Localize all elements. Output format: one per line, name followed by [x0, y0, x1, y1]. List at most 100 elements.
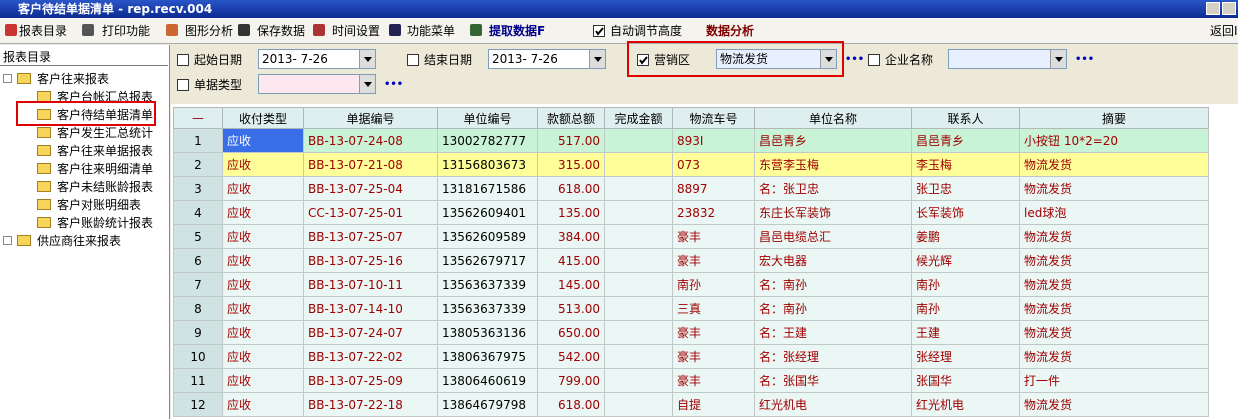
table-cell[interactable]: BB-13-07-14-10 — [303, 296, 438, 321]
table-cell[interactable]: 517.00 — [537, 128, 605, 153]
column-header[interactable]: 摘要 — [1019, 107, 1209, 129]
table-cell[interactable]: 物流发货 — [1019, 152, 1209, 177]
table-cell[interactable]: 4 — [173, 200, 223, 225]
table-cell[interactable]: 618.00 — [537, 392, 605, 417]
table-cell[interactable]: CC-13-07-25-01 — [303, 200, 438, 225]
checkbox[interactable] — [407, 54, 419, 66]
table-cell[interactable]: 145.00 — [537, 272, 605, 297]
tree-node[interactable]: 客户台帐汇总报表 — [57, 90, 154, 104]
dropdown-button[interactable] — [820, 50, 836, 68]
table-cell[interactable]: 13563637339 — [437, 272, 538, 297]
table-cell[interactable]: BB-13-07-25-04 — [303, 176, 438, 201]
table-cell[interactable]: 张卫忠 — [911, 176, 1020, 201]
table-cell[interactable]: 姜鹏 — [911, 224, 1020, 249]
table-cell[interactable]: 应收 — [222, 272, 304, 297]
table-cell[interactable]: 135.00 — [537, 200, 605, 225]
tree-node[interactable]: 供应商往来报表 — [37, 234, 122, 248]
table-cell[interactable]: 应收 — [222, 152, 304, 177]
table-cell[interactable] — [604, 296, 673, 321]
table-cell[interactable]: 1 — [173, 128, 223, 153]
table-cell[interactable]: 打一件 — [1019, 368, 1209, 393]
table-cell[interactable]: 8 — [173, 296, 223, 321]
more-button[interactable]: ••• — [384, 79, 404, 90]
toolbar-button[interactable]: 保存数据 — [257, 24, 306, 38]
table-cell[interactable]: 10 — [173, 344, 223, 369]
dropdown-button[interactable] — [359, 50, 375, 68]
checkbox[interactable] — [637, 54, 649, 66]
table-cell[interactable]: 799.00 — [537, 368, 605, 393]
dropdown-button[interactable] — [359, 75, 375, 93]
table-cell[interactable]: 张经理 — [911, 344, 1020, 369]
table-cell[interactable]: 物流发货 — [1019, 320, 1209, 345]
table-cell[interactable]: 小按钮 10*2=20 — [1019, 128, 1209, 153]
table-row[interactable]: 12 应收 BB-13-07-22-18 13864679798 618.00 自提 红光机… — [173, 392, 1209, 417]
table-cell[interactable]: 应收 — [222, 200, 304, 225]
toolbar-button[interactable]: 报表目录 — [19, 24, 68, 38]
column-header[interactable]: 联系人 — [911, 107, 1020, 129]
table-cell[interactable]: 名：南孙 — [754, 296, 912, 321]
table-cell[interactable]: 应收 — [222, 368, 304, 393]
table-cell[interactable] — [604, 272, 673, 297]
table-cell[interactable]: BB-13-07-25-07 — [303, 224, 438, 249]
table-cell[interactable]: 073 — [672, 152, 755, 177]
table-cell[interactable]: 23832 — [672, 200, 755, 225]
table-row[interactable]: 6 应收 BB-13-07-25-16 13562679717 415.00 豪丰 宏大电器… — [173, 248, 1209, 273]
table-cell[interactable]: 12 — [173, 392, 223, 417]
table-row[interactable]: 10 应收 BB-13-07-22-02 13806367975 542.00 豪丰 名：张… — [173, 344, 1209, 369]
table-cell[interactable]: 昌邑电缆总汇 — [754, 224, 912, 249]
table-cell[interactable]: 南孙 — [672, 272, 755, 297]
table-cell[interactable]: BB-13-07-25-16 — [303, 248, 438, 273]
table-cell[interactable]: 应收 — [222, 248, 304, 273]
table-cell[interactable]: 南孙 — [911, 296, 1020, 321]
table-row[interactable]: 8 应收 BB-13-07-14-10 13563637339 513.00 三真 名：南孙… — [173, 296, 1209, 321]
table-cell[interactable]: 豪丰 — [672, 344, 755, 369]
table-cell[interactable]: 13562679717 — [437, 248, 538, 273]
dropdown-button[interactable] — [589, 50, 605, 68]
table-row[interactable]: 1 应收 BB-13-07-24-08 13002782777 517.00 893I 昌邑… — [173, 128, 1209, 153]
toolbar-button[interactable]: 时间设置 — [332, 24, 381, 38]
dropdown[interactable]: 2013- 7-26 — [258, 49, 376, 69]
column-header[interactable]: 物流车号 — [672, 107, 755, 129]
table-cell[interactable]: 宏大电器 — [754, 248, 912, 273]
table-cell[interactable]: 13562609589 — [437, 224, 538, 249]
table-cell[interactable]: 应收 — [222, 224, 304, 249]
table-cell[interactable]: 豪丰 — [672, 368, 755, 393]
table-cell[interactable]: BB-13-07-21-08 — [303, 152, 438, 177]
table-cell[interactable]: 7 — [173, 272, 223, 297]
column-header[interactable]: 单位名称 — [754, 107, 912, 129]
table-cell[interactable] — [604, 368, 673, 393]
table-cell[interactable]: 应收 — [222, 128, 304, 153]
table-cell[interactable]: 物流发货 — [1019, 392, 1209, 417]
table-cell[interactable]: 9 — [173, 320, 223, 345]
table-cell[interactable]: BB-13-07-24-08 — [303, 128, 438, 153]
dropdown[interactable] — [948, 49, 1067, 69]
table-cell[interactable]: 自提 — [672, 392, 755, 417]
data-analysis[interactable]: 数据分析 — [706, 24, 755, 38]
table-row[interactable]: 9 应收 BB-13-07-24-07 13805363136 650.00 豪丰 名：王建… — [173, 320, 1209, 345]
table-row[interactable]: 4 应收 CC-13-07-25-01 13562609401 135.00 23832 东… — [173, 200, 1209, 225]
table-cell[interactable]: 650.00 — [537, 320, 605, 345]
table-row[interactable]: 7 应收 BB-13-07-10-11 13563637339 145.00 南孙 名：南孙… — [173, 272, 1209, 297]
toolbar-button[interactable]: 提取数据F — [489, 24, 546, 38]
auto-height-label[interactable]: 自动调节高度 — [610, 24, 683, 38]
table-row[interactable]: 5 应收 BB-13-07-25-07 13562609589 384.00 豪丰 昌邑电缆… — [173, 224, 1209, 249]
tree-node[interactable]: 客户待结单据清单 — [57, 108, 154, 122]
close-button[interactable] — [1222, 2, 1236, 15]
table-cell[interactable] — [604, 392, 673, 417]
table-row[interactable]: 3 应收 BB-13-07-25-04 13181671586 618.00 8897 名：… — [173, 176, 1209, 201]
table-cell[interactable]: 893I — [672, 128, 755, 153]
checkbox[interactable] — [593, 25, 605, 37]
table-cell[interactable]: 红光机电 — [754, 392, 912, 417]
table-cell[interactable]: 南孙 — [911, 272, 1020, 297]
toolbar-button[interactable]: 图形分析 — [185, 24, 234, 38]
table-cell[interactable]: 物流发货 — [1019, 224, 1209, 249]
table-cell[interactable] — [604, 200, 673, 225]
table-cell[interactable]: 13562609401 — [437, 200, 538, 225]
tree-node[interactable]: 客户往来报表 — [37, 72, 110, 86]
dropdown[interactable]: 2013- 7-26 — [488, 49, 606, 69]
more-button[interactable]: ••• — [845, 54, 865, 65]
column-header[interactable]: 单据编号 — [303, 107, 438, 129]
tree-node[interactable]: 客户未结账龄报表 — [57, 180, 154, 194]
table-row[interactable]: 11 应收 BB-13-07-25-09 13806460619 799.00 豪丰 名：张… — [173, 368, 1209, 393]
table-cell[interactable]: 三真 — [672, 296, 755, 321]
